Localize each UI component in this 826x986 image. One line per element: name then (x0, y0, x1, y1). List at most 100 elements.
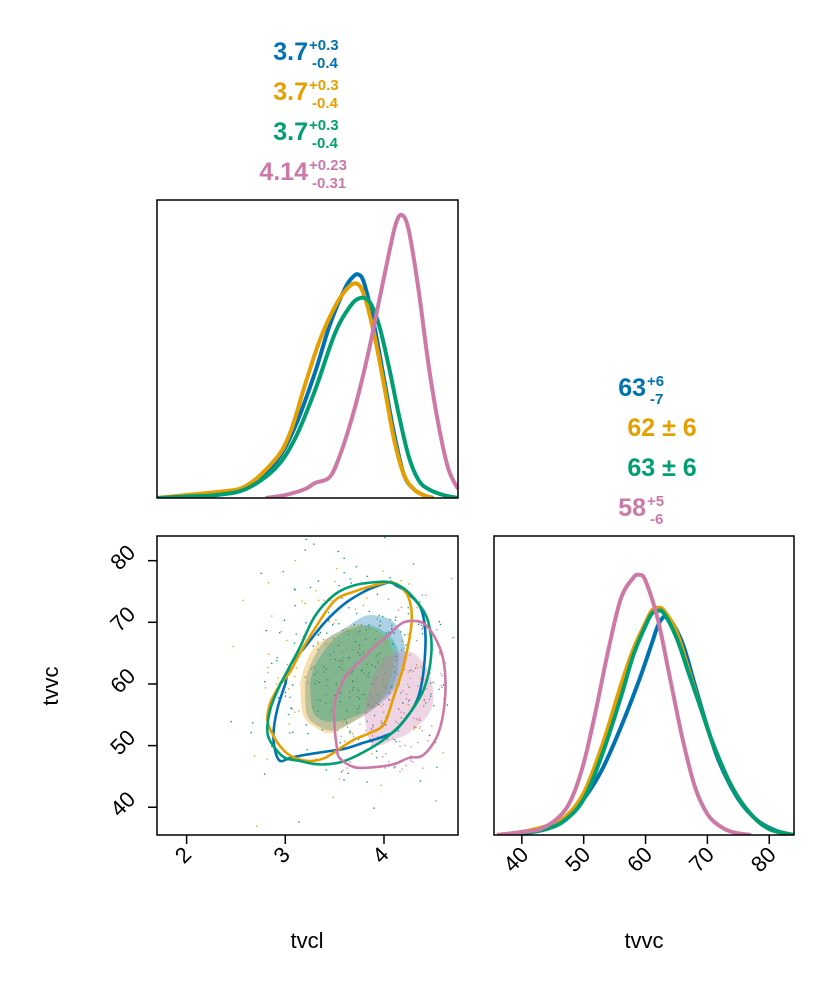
sample-point (362, 604, 364, 606)
sample-point (382, 615, 384, 618)
stat-plus-error: +5 (647, 493, 664, 510)
sample-point (385, 724, 387, 726)
sample-point (388, 699, 391, 701)
sample-point (381, 664, 384, 667)
sample-point (348, 696, 351, 698)
sample-point (381, 722, 383, 724)
sample-point (384, 724, 386, 726)
sample-point (330, 709, 332, 711)
sample-point (329, 659, 331, 661)
sample-point (289, 696, 291, 698)
sample-point (380, 784, 382, 786)
sample-point (337, 644, 339, 646)
sample-point (385, 752, 387, 755)
sample-point (412, 670, 415, 673)
stat-minus-error: -7 (650, 391, 663, 408)
sample-point (388, 761, 390, 763)
sample-point (382, 711, 385, 713)
sample-point (318, 633, 321, 635)
contour-line (266, 580, 414, 763)
sample-point (400, 579, 402, 582)
sample-point (309, 586, 312, 589)
sample-point (335, 567, 338, 570)
sample-point (350, 582, 352, 584)
sample-point (395, 655, 397, 657)
sample-point (329, 643, 331, 645)
sample-point (360, 670, 363, 672)
y-axis-label-tvvc: tvvc (38, 666, 63, 705)
sample-point (292, 684, 294, 686)
sample-point (442, 752, 444, 754)
sample-point (366, 575, 368, 577)
sample-point (407, 613, 409, 615)
sample-point (384, 767, 386, 769)
sample-point (242, 599, 244, 601)
sample-point (415, 727, 417, 729)
stat-minus-error: -0.31 (312, 175, 346, 192)
sample-point (277, 677, 279, 679)
sample-point (399, 770, 401, 773)
density-line (496, 614, 794, 835)
sample-point (361, 669, 363, 671)
sample-point (433, 705, 435, 707)
contour-line (266, 580, 433, 766)
sample-point (307, 732, 309, 735)
sample-point (336, 729, 339, 732)
sample-point (403, 712, 405, 714)
sample-point (425, 688, 427, 690)
sample-point (417, 685, 419, 687)
sample-point (414, 726, 416, 728)
sample-point (388, 698, 390, 700)
sample-point (439, 623, 442, 626)
sample-point (294, 605, 296, 607)
sample-point (391, 737, 393, 740)
sample-point (280, 630, 282, 633)
sample-point (265, 629, 267, 632)
sample-point (353, 686, 355, 689)
sample-point (394, 720, 397, 723)
sample-point (382, 756, 384, 758)
stat-value: 3.7 (273, 118, 308, 146)
sample-point (256, 825, 258, 827)
sample-point (395, 659, 397, 661)
x-tick-label: 70 (684, 842, 719, 877)
sample-point (408, 583, 410, 585)
sample-point (376, 702, 378, 704)
sample-point (438, 621, 440, 623)
sample-point (264, 681, 266, 683)
sample-point (384, 530, 385, 531)
sample-point (440, 685, 443, 687)
sample-point (419, 780, 421, 782)
sample-point (368, 704, 371, 706)
sample-point (305, 538, 307, 540)
sample-point (487, 706, 488, 707)
sample-point (401, 768, 403, 770)
summary-stat: 3.7 +0.3-0.4 (273, 117, 338, 152)
sample-point (376, 654, 378, 656)
sample-point (423, 700, 425, 702)
sample-point (428, 698, 430, 700)
sample-point (352, 680, 354, 682)
sample-point (294, 675, 296, 678)
sample-point (263, 773, 266, 775)
sample-point (420, 666, 422, 668)
sample-point (376, 593, 379, 596)
sample-point (371, 683, 374, 685)
sample-point (358, 690, 360, 692)
sample-point (410, 669, 413, 671)
stat-plus-error: +0.3 (309, 37, 339, 54)
sample-point (417, 623, 420, 625)
sample-point (304, 549, 306, 551)
sample-point (419, 725, 421, 728)
sample-point (418, 717, 421, 720)
sample-point (252, 722, 254, 724)
sample-point (340, 667, 342, 669)
sample-point (349, 578, 351, 580)
sample-point (343, 719, 346, 721)
sample-point (405, 693, 408, 695)
sample-point (397, 673, 399, 675)
sample-point (385, 632, 388, 634)
sample-point (340, 771, 343, 773)
sample-point (339, 742, 341, 744)
sample-point (316, 671, 318, 673)
